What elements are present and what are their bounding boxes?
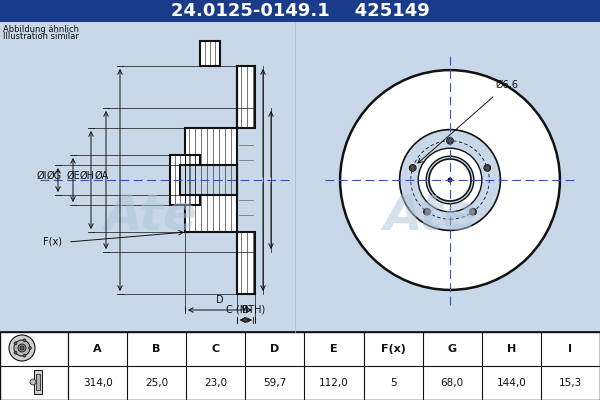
Text: 144,0: 144,0: [496, 378, 526, 388]
Circle shape: [29, 346, 32, 350]
Bar: [0, 0, 600, 22]
Text: D: D: [216, 295, 224, 305]
Circle shape: [400, 130, 500, 230]
Text: H: H: [507, 344, 516, 354]
Text: Ate: Ate: [103, 191, 197, 239]
Text: E: E: [330, 344, 338, 354]
Circle shape: [18, 344, 26, 352]
Circle shape: [20, 346, 24, 350]
Text: I: I: [568, 344, 572, 354]
Text: Abbildung ähnlich: Abbildung ähnlich: [3, 25, 79, 34]
Circle shape: [448, 138, 452, 143]
Circle shape: [14, 340, 30, 356]
Text: 23,0: 23,0: [204, 378, 227, 388]
Text: F(x): F(x): [380, 344, 406, 354]
Text: Ate: Ate: [383, 191, 477, 239]
Text: 15,3: 15,3: [559, 378, 582, 388]
Bar: [0, 332, 600, 400]
Bar: [170, 155, 200, 205]
Text: 24.0125-0149.1    425149: 24.0125-0149.1 425149: [170, 2, 430, 20]
Circle shape: [485, 166, 490, 170]
Text: A: A: [93, 344, 102, 354]
Circle shape: [23, 354, 26, 357]
Text: B: B: [152, 344, 161, 354]
Bar: [237, 66, 255, 128]
Bar: [185, 128, 237, 232]
Circle shape: [30, 379, 36, 385]
Circle shape: [426, 156, 474, 204]
Text: 314,0: 314,0: [83, 378, 112, 388]
Text: C: C: [212, 344, 220, 354]
Bar: [36, 374, 40, 390]
Text: 112,0: 112,0: [319, 378, 349, 388]
Circle shape: [484, 164, 491, 171]
Text: Ø6,6: Ø6,6: [496, 80, 519, 90]
Circle shape: [23, 339, 26, 342]
Text: F(x): F(x): [43, 237, 62, 247]
Bar: [237, 232, 255, 294]
Text: ØA: ØA: [95, 171, 109, 181]
Text: 5: 5: [390, 378, 397, 388]
Circle shape: [424, 208, 430, 215]
Text: D: D: [270, 344, 280, 354]
Text: 25,0: 25,0: [145, 378, 168, 388]
Text: B: B: [242, 305, 248, 315]
Text: Illustration similar: Illustration similar: [3, 32, 79, 41]
Bar: [200, 41, 220, 66]
Circle shape: [409, 164, 416, 171]
Text: ØI: ØI: [37, 171, 47, 181]
Bar: [34, 370, 42, 394]
Circle shape: [425, 210, 429, 214]
Circle shape: [14, 351, 17, 354]
Circle shape: [470, 208, 476, 215]
Text: C (MTH): C (MTH): [226, 305, 266, 315]
Circle shape: [9, 335, 35, 361]
Text: ØE: ØE: [66, 171, 80, 181]
Text: ØH: ØH: [80, 171, 95, 181]
Text: G: G: [448, 344, 457, 354]
Circle shape: [446, 138, 454, 144]
Circle shape: [429, 159, 471, 201]
Text: ØG: ØG: [47, 171, 62, 181]
Circle shape: [471, 210, 475, 214]
Text: 59,7: 59,7: [263, 378, 287, 388]
Circle shape: [418, 148, 482, 212]
Circle shape: [14, 342, 17, 345]
Circle shape: [340, 70, 560, 290]
Circle shape: [448, 178, 452, 182]
Bar: [180, 165, 237, 195]
Circle shape: [410, 166, 415, 170]
Text: 68,0: 68,0: [440, 378, 464, 388]
